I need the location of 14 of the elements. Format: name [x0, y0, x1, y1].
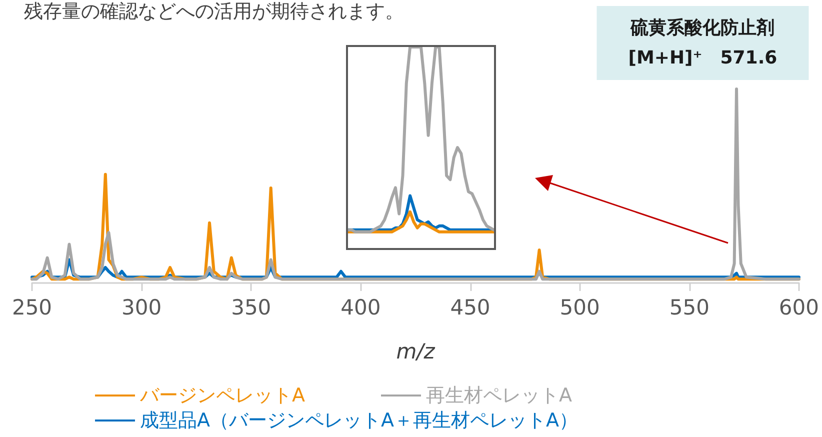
annotation: 硫黄系酸化防止剤 [M+H]⁺ 571.6 — [628, 18, 778, 68]
legend-label: 成型品A（バージンペレットA＋再生材ペレットA） — [140, 410, 578, 432]
x-tick-label: 300 — [122, 296, 162, 320]
x-tick-label: 250 — [12, 296, 52, 320]
x-tick-label: 550 — [669, 296, 710, 320]
legend-label: バージンペレットA — [139, 384, 305, 406]
x-tick-label: 600 — [778, 296, 820, 320]
legend-label: 再生材ペレットA — [426, 384, 572, 406]
x-tick-label: 400 — [340, 296, 381, 320]
x-tick-label: 350 — [231, 296, 272, 320]
x-tick-label: 450 — [450, 296, 490, 320]
x-tick-label: 500 — [560, 296, 600, 320]
x-axis-title: m/z — [396, 340, 436, 364]
text: 残存量の確認などへの活用が期待されます。 — [24, 0, 404, 22]
